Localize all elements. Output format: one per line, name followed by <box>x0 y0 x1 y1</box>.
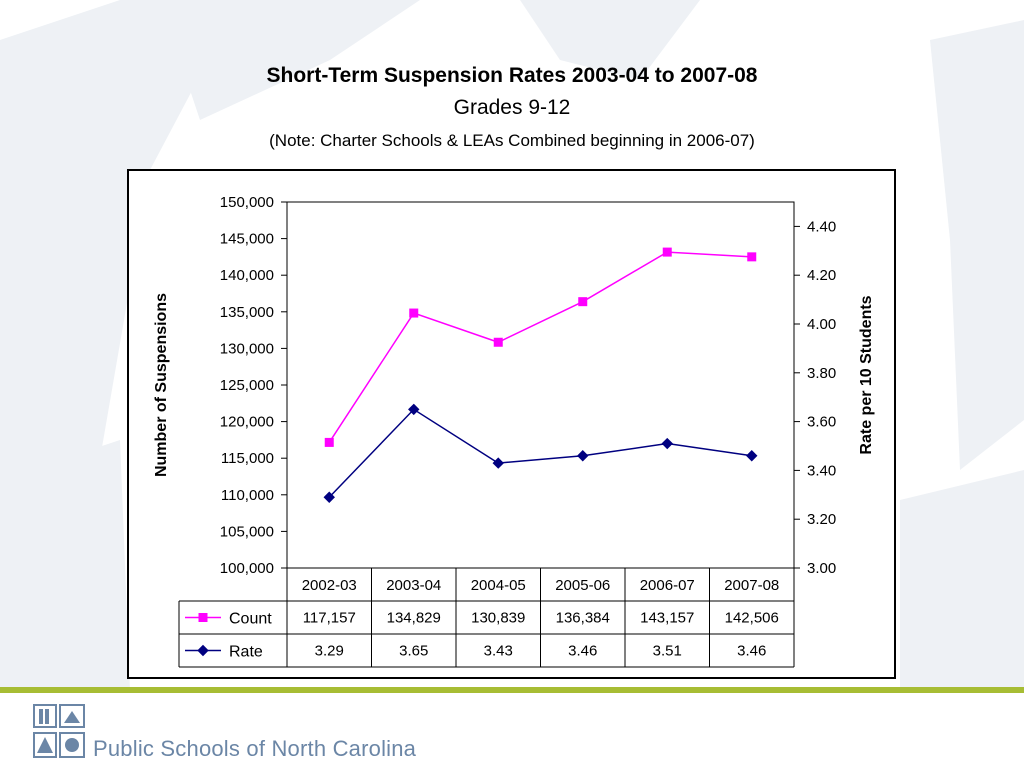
rate-data-point <box>408 403 420 416</box>
x-tick-label: 2005-06 <box>555 577 610 594</box>
x-tick-label: 2003-04 <box>386 577 441 594</box>
count-data-point <box>662 247 672 257</box>
y-axis-title-right: Rate per 10 Students <box>858 295 875 454</box>
y-tick-label-right: 3.00 <box>807 560 836 577</box>
y-tick-label-left: 135,000 <box>220 304 274 321</box>
y-tick-label-left: 110,000 <box>221 487 274 504</box>
y-tick-label-right: 3.40 <box>807 462 836 479</box>
rate-data-point <box>746 450 758 462</box>
rate-table-value: 3.51 <box>653 643 682 660</box>
line-chart: 100,000 105,000 110,000 115,000 120,000 125,0… <box>153 194 875 668</box>
count-data-point <box>493 337 503 347</box>
count-data-point <box>409 308 419 318</box>
rate-data-point <box>323 491 335 503</box>
rate-data-point <box>661 437 673 450</box>
count-table-value: 136,384 <box>556 610 610 627</box>
count-data-point <box>324 437 334 447</box>
y-tick-label-left: 125,000 <box>220 377 274 394</box>
count-legend-label: Count <box>229 611 272 628</box>
x-tick-label: 2002-03 <box>302 577 357 594</box>
count-table-value: 142,506 <box>725 610 779 627</box>
state-seal-logo-icon <box>33 704 85 758</box>
rate-data-point <box>492 457 504 469</box>
y-tick-label-left: 120,000 <box>220 414 274 431</box>
rate-table-value: 3.46 <box>568 643 597 660</box>
y-tick-label-left: 115,000 <box>221 450 274 467</box>
plot-area <box>286 201 795 569</box>
chart-frame: 100,000 105,000 110,000 115,000 120,000 125,0… <box>127 169 896 679</box>
x-tick-label: 2007-08 <box>724 577 779 594</box>
y-tick-label-right: 4.20 <box>807 267 836 284</box>
chart-title: Short-Term Suspension Rates 2003-04 to 2… <box>266 64 758 87</box>
rate-table-value: 3.46 <box>737 643 766 660</box>
y-tick-label-right: 3.80 <box>807 365 836 382</box>
chart-subtitle: Grades 9-12 <box>453 96 571 119</box>
y-axis-title-left: Number of Suspensions <box>153 293 170 477</box>
footer-divider <box>0 687 1024 693</box>
count-table-value: 143,157 <box>640 610 694 627</box>
y-tick-label-left: 145,000 <box>220 231 274 248</box>
y-tick-label-left: 105,000 <box>220 523 274 540</box>
rate-table-value: 3.43 <box>484 643 513 660</box>
rate-table-value: 3.29 <box>315 643 344 660</box>
count-series-line <box>328 251 752 443</box>
rate-legend-marker <box>197 644 209 657</box>
count-table-value: 117,157 <box>303 610 356 627</box>
footer-organization: Public Schools of North Carolina <box>93 736 417 761</box>
y-tick-label-right: 3.20 <box>807 511 836 528</box>
chart-note: (Note: Charter Schools & LEAs Combined b… <box>269 131 755 150</box>
y-tick-label-left: 150,000 <box>220 194 274 211</box>
count-legend-marker <box>198 613 208 622</box>
count-table-value: 134,829 <box>387 610 441 627</box>
x-tick-label: 2004-05 <box>471 577 526 594</box>
x-tick-label: 2006-07 <box>640 577 695 594</box>
rate-data-point <box>577 450 589 462</box>
y-tick-label-left: 140,000 <box>220 267 274 284</box>
y-tick-label-right: 4.00 <box>807 316 836 333</box>
rate-series-line <box>328 408 752 498</box>
rate-table-value: 3.65 <box>399 643 428 660</box>
count-data-point <box>747 252 757 262</box>
y-tick-label-left: 100,000 <box>220 560 274 577</box>
y-tick-label-right: 4.40 <box>807 218 836 235</box>
count-data-point <box>578 297 588 307</box>
rate-legend-label: Rate <box>229 644 263 661</box>
count-table-value: 130,839 <box>471 610 525 627</box>
y-tick-label-right: 3.60 <box>807 414 836 431</box>
y-tick-label-left: 130,000 <box>220 340 274 357</box>
background-watermark <box>0 0 1024 690</box>
